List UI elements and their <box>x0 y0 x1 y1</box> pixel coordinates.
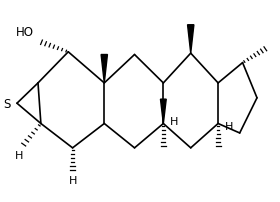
Text: HO: HO <box>16 26 34 39</box>
Polygon shape <box>101 55 108 83</box>
Text: S: S <box>3 97 11 110</box>
Text: H: H <box>15 150 23 160</box>
Text: H: H <box>170 117 178 127</box>
Polygon shape <box>160 100 166 124</box>
Text: H: H <box>68 176 77 185</box>
Polygon shape <box>188 26 194 54</box>
Text: H: H <box>225 121 233 131</box>
